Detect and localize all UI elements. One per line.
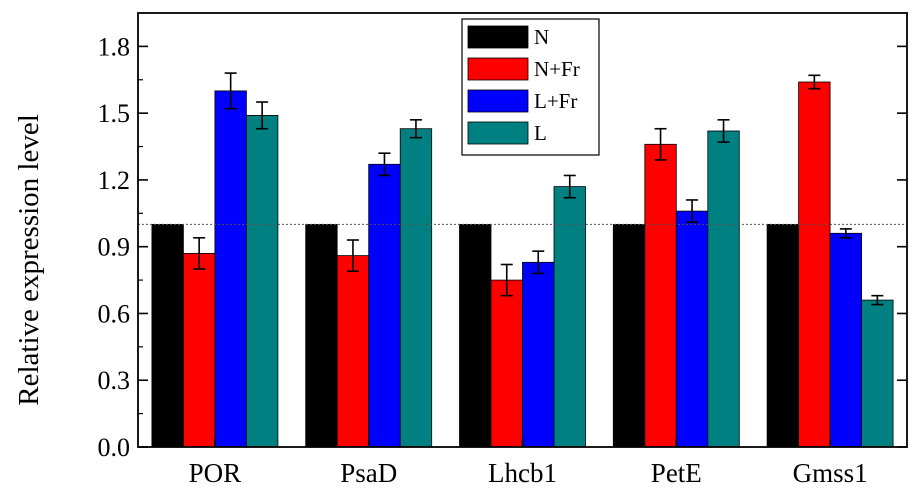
bar-psad-l (399, 128, 433, 448)
error-bar-gmss1-n-plus-fr (808, 74, 821, 90)
error-bar-pete-l (717, 119, 730, 143)
bar-psad-n-plus-fr (336, 255, 370, 448)
legend-swatch (467, 89, 529, 113)
x-tick-label-pete: PetE (651, 458, 702, 488)
bar-gmss1-l (861, 299, 894, 448)
bar-pete-n (612, 223, 646, 448)
error-bar-lhcb1-l (563, 174, 576, 199)
y-tick-label: 0.3 (98, 366, 131, 395)
y-tick-label: 1.2 (98, 166, 131, 195)
x-tick-label-gmss1: Gmss1 (793, 458, 868, 488)
bar-lhcb1-l-plus-fr (522, 261, 555, 448)
bar-por-n-plus-fr (182, 252, 216, 448)
bar-gmss1-l-plus-fr (829, 232, 862, 448)
bar-pete-l-plus-fr (675, 210, 709, 448)
bar-pete-n-plus-fr (644, 143, 677, 448)
error-bar-gmss1-l-plus-fr (839, 228, 852, 239)
error-bar-lhcb1-l-plus-fr (532, 250, 545, 275)
error-bar-pete-l-plus-fr (686, 199, 699, 224)
bar-por-n (151, 223, 184, 448)
x-tick-label-lhcb1: Lhcb1 (488, 458, 557, 488)
error-bar-psad-n-plus-fr (346, 239, 359, 272)
error-bars-layer (193, 72, 884, 306)
bar-psad-l-plus-fr (368, 163, 401, 448)
legend-swatch (467, 57, 529, 81)
bar-lhcb1-l (553, 186, 586, 448)
bar-por-l (245, 115, 279, 448)
bar-pete-l (707, 130, 740, 448)
x-tick-label-por: POR (189, 458, 242, 488)
legend-label: N+Fr (534, 57, 580, 81)
bar-psad-n (305, 223, 338, 448)
error-bar-por-l (256, 101, 269, 130)
bar-gmss1-n-plus-fr (798, 81, 831, 448)
bar-gmss1-n (766, 223, 799, 448)
y-tick-label: 0.6 (98, 299, 131, 328)
y-tick-label: 0.0 (98, 433, 131, 462)
error-bar-por-l-plus-fr (224, 72, 237, 110)
legend-swatch (467, 121, 529, 145)
legend-swatch (467, 25, 529, 49)
x-tick-label-psad: PsaD (340, 458, 397, 488)
bars-layer (151, 81, 894, 448)
y-tick-label: 1.8 (98, 32, 131, 61)
bar-lhcb1-n-plus-fr (490, 279, 523, 448)
axes-layer: 0.0 0.3 0.6 0.9 1.2 1.5 1.8 POR PsaD Lhcb1 PetE Gms… (98, 12, 908, 488)
legend: N N+Fr L+Fr L (461, 18, 600, 156)
bar-por-l-plus-fr (214, 90, 247, 448)
legend-label: L+Fr (534, 89, 577, 113)
legend-label: N (534, 25, 549, 49)
error-bar-por-n-plus-fr (193, 236, 206, 270)
y-tick-label: 1.5 (98, 99, 131, 128)
legend-label: L (534, 121, 547, 145)
y-axis-label: Relative expression level (13, 114, 45, 406)
error-bar-pete-n-plus-fr (654, 127, 667, 161)
error-bar-psad-l-plus-fr (378, 152, 391, 177)
error-bar-lhcb1-n-plus-fr (500, 263, 513, 297)
y-tick-label: 0.9 (98, 233, 131, 262)
bar-lhcb1-n (459, 223, 492, 448)
error-bar-gmss1-l (871, 294, 884, 306)
error-bar-psad-l (409, 119, 422, 139)
